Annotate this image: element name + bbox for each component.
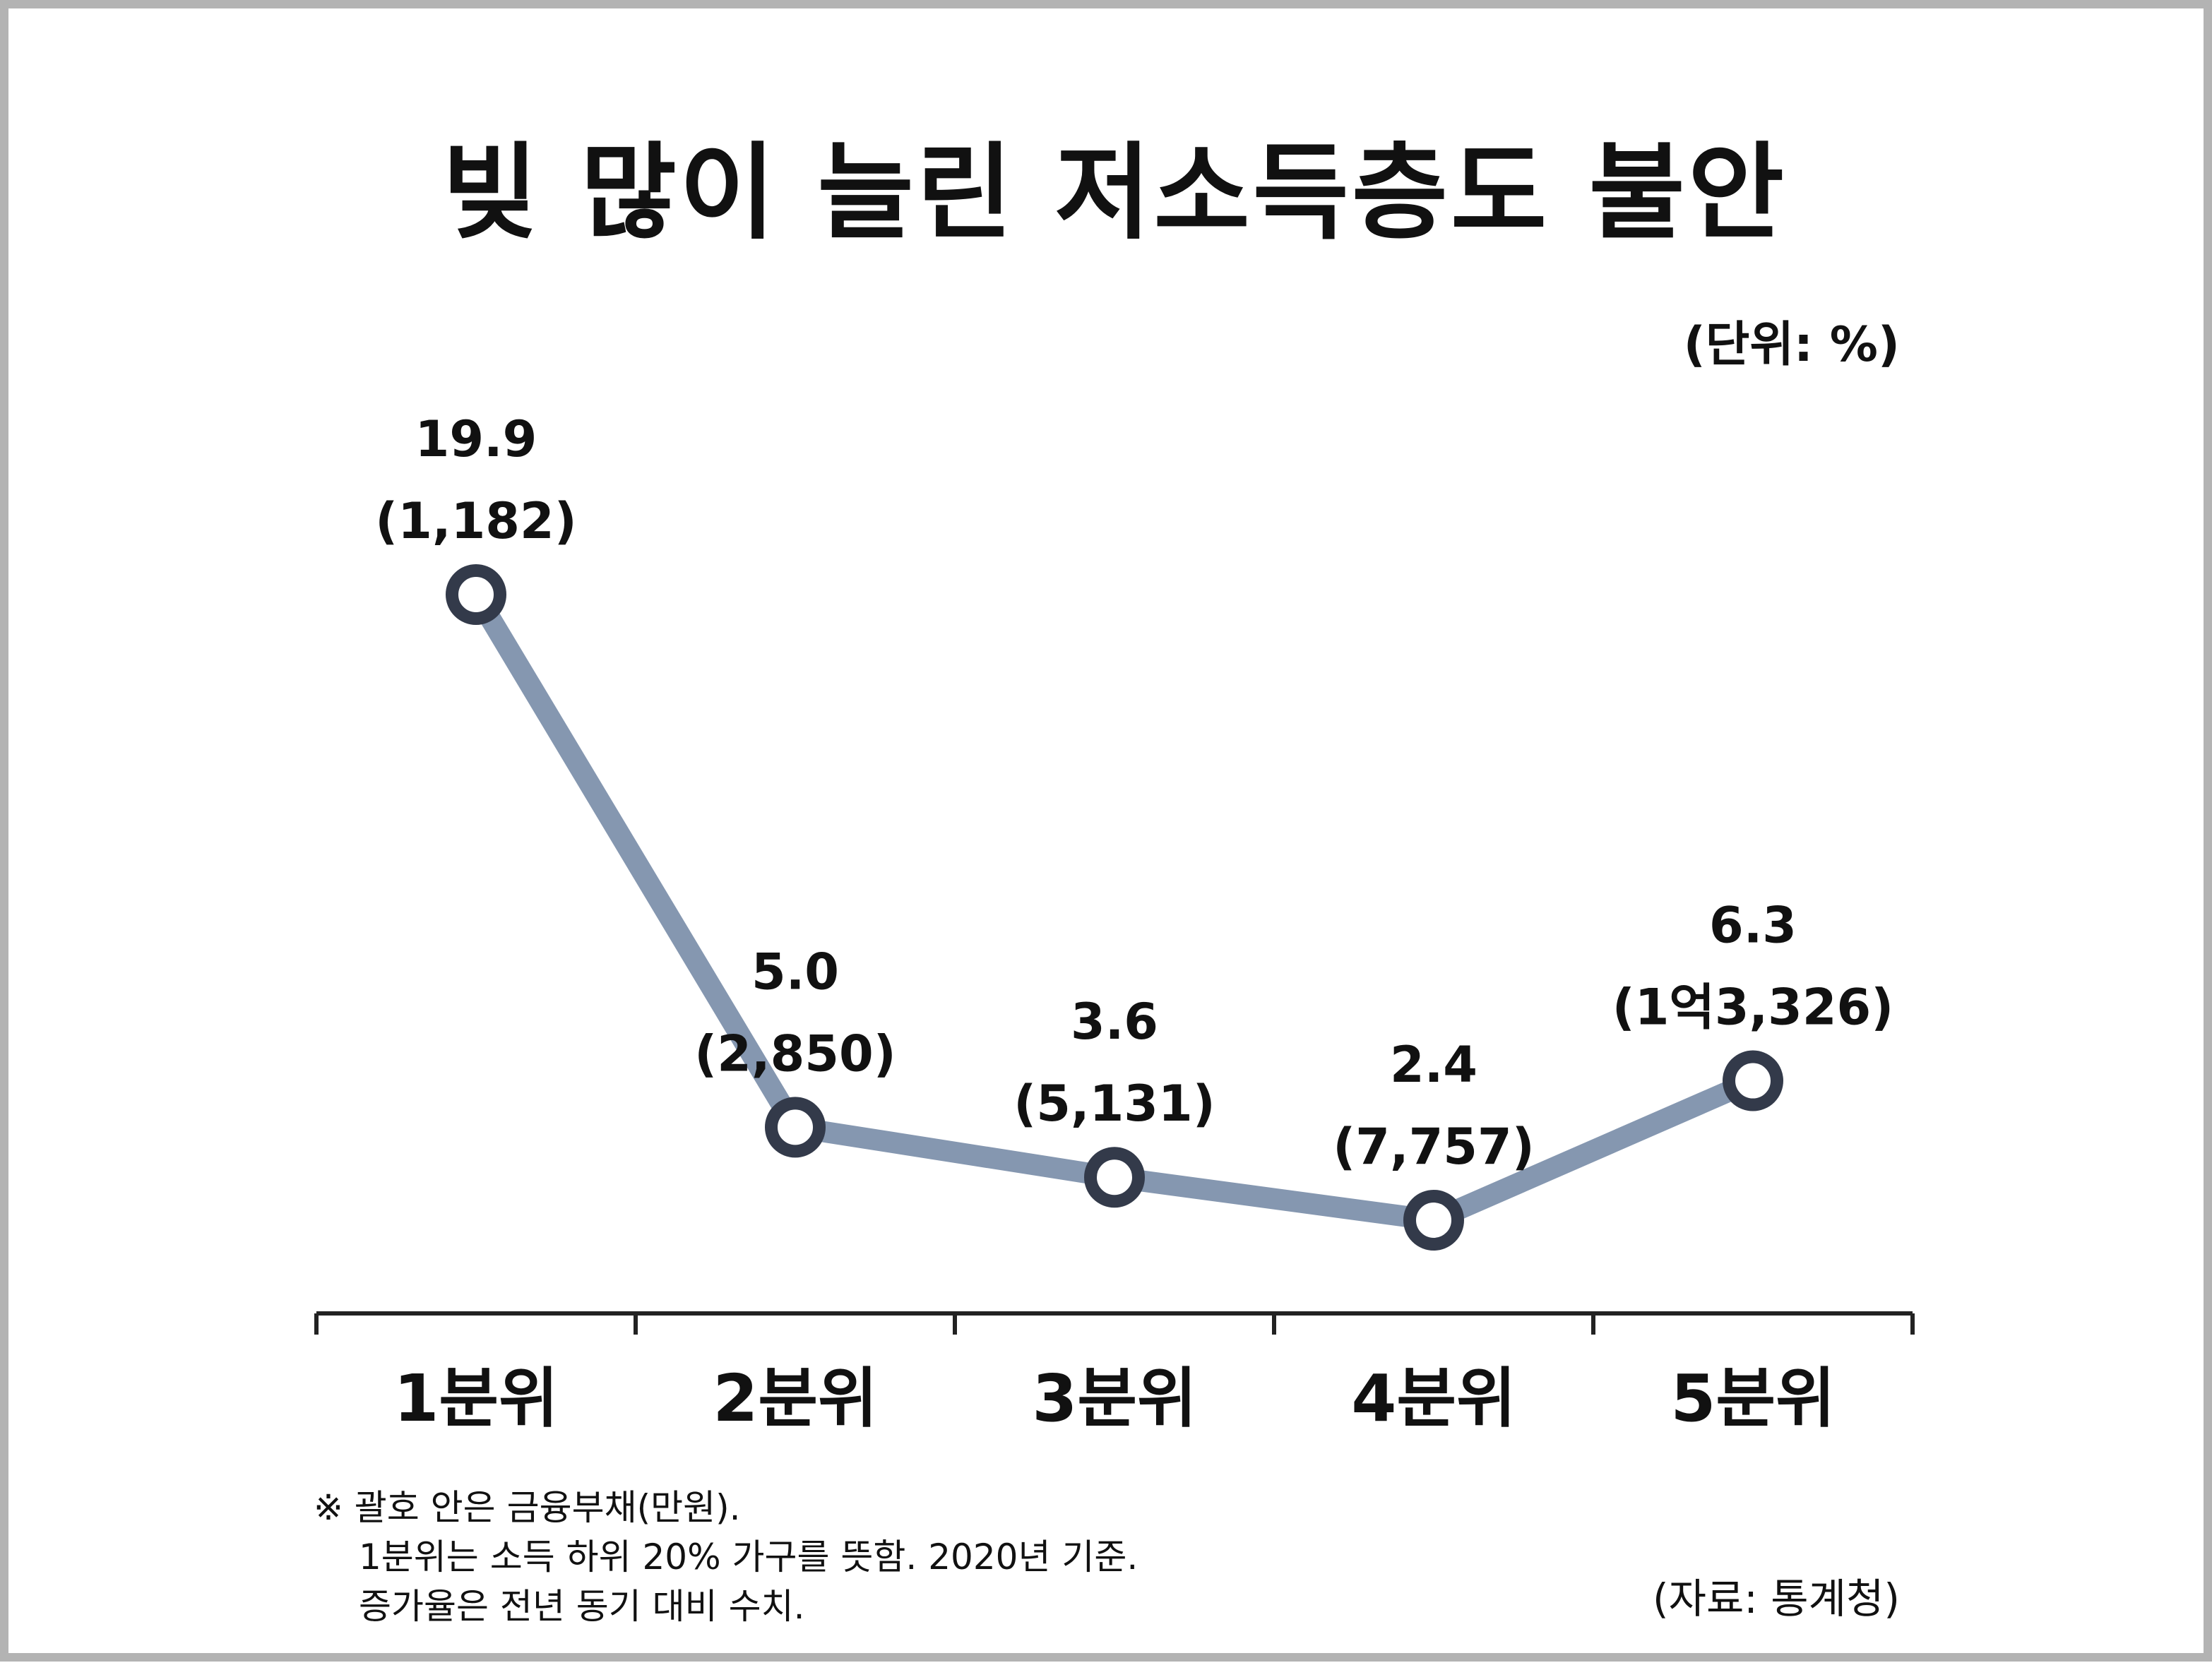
x-tick-label: 1분위 xyxy=(393,1361,558,1436)
data-point-marker xyxy=(1403,1190,1464,1251)
footnote-line-2: 1분위는 소득 하위 20% 가구를 뜻함. 2020년 기준. xyxy=(359,1537,1138,1577)
data-debt-label: (5,131) xyxy=(1013,1075,1215,1133)
x-tick-label: 4분위 xyxy=(1351,1361,1516,1436)
data-debt-label: (1,182) xyxy=(375,492,576,550)
unit-label: (단위: %) xyxy=(1683,317,1900,373)
x-tick-label: 2분위 xyxy=(713,1361,877,1436)
data-debt-label: (2,850) xyxy=(694,1025,896,1082)
data-point-marker xyxy=(1723,1050,1783,1111)
data-point-marker xyxy=(765,1097,826,1158)
footnote-line-1: ※ 괄호 안은 금융부채(만원). xyxy=(314,1487,741,1528)
source-label: (자료: 통계청) xyxy=(1652,1575,1900,1623)
x-tick-label: 5분위 xyxy=(1670,1361,1835,1436)
footnote: ※ 괄호 안은 금융부채(만원). 1분위는 소득 하위 20% 가구를 뜻함.… xyxy=(314,1483,1138,1631)
data-value-label: 5.0 xyxy=(751,943,839,1001)
footnote-line-3: 증가율은 전년 동기 대비 수치. xyxy=(359,1586,805,1627)
data-value-label: 3.6 xyxy=(1071,993,1158,1051)
line-chart: 1분위 2분위 3분위 4분위 5분위 19.9 (1,182) 5.0 (2,850) 3.6 (… xyxy=(314,410,1915,1436)
data-point-marker xyxy=(446,564,506,625)
chart-title: 빚 많이 늘린 저소득층도 불안 xyxy=(441,132,1788,254)
data-debt-label: (1억3,326) xyxy=(1612,979,1894,1037)
data-value-label: 6.3 xyxy=(1709,897,1797,955)
data-debt-label: (7,757) xyxy=(1333,1118,1534,1176)
data-value-label: 19.9 xyxy=(415,410,537,468)
x-tick-label: 3분위 xyxy=(1032,1361,1196,1436)
data-point-marker xyxy=(1084,1147,1145,1208)
data-value-label: 2.4 xyxy=(1390,1036,1477,1094)
